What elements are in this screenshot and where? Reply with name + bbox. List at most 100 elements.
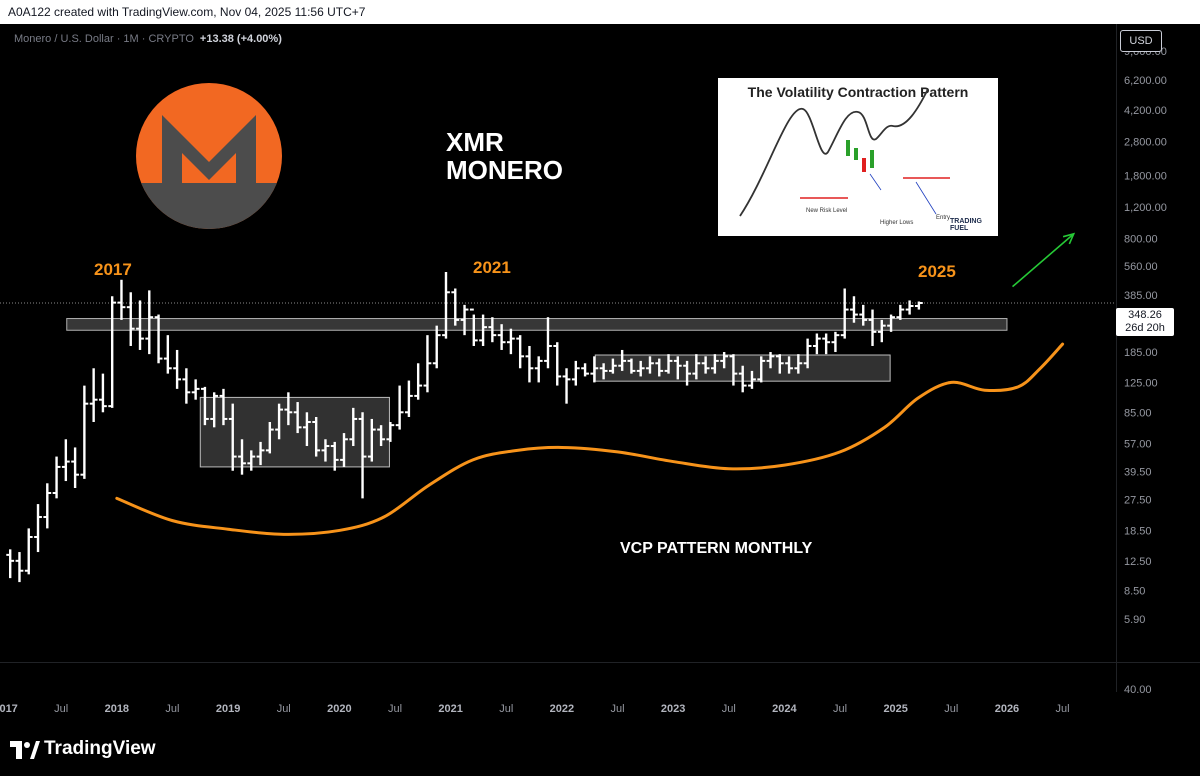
tradingview-logo-icon <box>10 741 40 759</box>
ohlc-bar <box>386 421 395 442</box>
ohlc-bar <box>812 333 821 355</box>
x-tick-label: 2026 <box>995 703 1019 715</box>
last-price: 348.26 <box>1128 309 1162 321</box>
ohlc-bar <box>284 392 293 426</box>
x-tick-label: 2024 <box>772 703 797 715</box>
ohlc-bar <box>377 425 385 447</box>
tradingview-wordmark: TradingView <box>44 738 156 759</box>
ohlc-bar <box>636 360 645 377</box>
y-tick-label: 39.50 <box>1124 467 1152 479</box>
x-tick-label: Jul <box>722 703 736 715</box>
x-tick-label: 2019 <box>216 703 240 715</box>
x-tick-label: Jul <box>165 703 179 715</box>
ohlc-bar <box>618 349 627 371</box>
ohlc-bar <box>507 328 515 355</box>
breakout-arrow <box>1011 233 1075 288</box>
vcp-diagram <box>739 88 950 217</box>
resistance-band <box>66 318 1008 331</box>
symbol-name: Monero / U.S. Dollar · 1M · CRYPTO <box>14 33 194 45</box>
ohlc-bar <box>432 325 441 369</box>
y-tick-label: 57.00 <box>1124 438 1152 450</box>
x-tick-label: Jul <box>499 703 513 715</box>
pane-divider <box>0 662 1200 663</box>
inset-note-higher-lows: Higher Lows <box>880 220 914 226</box>
title-name: MONERO <box>446 155 563 185</box>
chart-panel[interactable]: 9,000.00 6,200.00 4,200.00 2,800.00 1,800.00… <box>0 24 1200 724</box>
x-tick-label: 2020 <box>327 703 351 715</box>
ohlc-bar <box>562 368 571 404</box>
ohlc-bar <box>673 356 682 380</box>
ohlc-bar <box>219 388 228 426</box>
ohlc-bar <box>497 324 506 350</box>
x-tick-label: 2017 <box>0 703 18 715</box>
x-tick-label: Jul <box>833 703 847 715</box>
ohlc-bar <box>89 368 98 422</box>
ohlc-bar <box>405 380 413 417</box>
y-tick-label: 85.00 <box>1124 407 1152 419</box>
ohlc-bar <box>581 363 589 377</box>
ohlc-bar <box>108 296 117 408</box>
ohlc-bar <box>646 356 654 374</box>
ohlc-bar <box>534 356 543 383</box>
ohlc-bar <box>414 363 423 400</box>
ohlc-bar <box>544 317 552 369</box>
y-tick-label: 27.50 <box>1124 495 1152 507</box>
ohlc-bar <box>173 349 181 389</box>
ohlc-bar <box>479 314 487 346</box>
ohlc-bar <box>395 385 404 430</box>
footer: TradingView <box>0 724 1200 776</box>
y-tick-label: 4,200.00 <box>1124 105 1167 117</box>
year-label-2025: 2025 <box>918 262 956 281</box>
ohlc-bar <box>729 354 738 386</box>
monero-logo <box>136 83 282 229</box>
ohlc-bar <box>766 352 775 369</box>
ohlc-bar <box>358 412 367 499</box>
inset-note-entry: Entry <box>936 215 951 221</box>
ohlc-bar <box>599 363 608 380</box>
chart-title: XMR MONERO <box>446 128 563 184</box>
ohlc-bar <box>191 379 200 400</box>
ohlc-bar <box>738 365 747 393</box>
ohlc-bar <box>163 335 172 374</box>
ohlc-bar <box>905 300 914 315</box>
ohlc-bar <box>822 333 831 355</box>
ohlc-bar <box>117 279 126 320</box>
ohlc-bar <box>608 358 617 374</box>
y-tick-label: 18.50 <box>1124 525 1152 537</box>
ohlc-bar <box>293 402 302 434</box>
x-tick-label: 2018 <box>105 703 129 715</box>
ohlc-bar <box>330 441 339 471</box>
y-tick-label: 6,200.00 <box>1124 75 1167 87</box>
ohlc-bar <box>627 358 636 374</box>
ohlc-bar <box>794 354 803 374</box>
y-tick-label: 8.50 <box>1124 586 1145 598</box>
y-tick-label: 800.00 <box>1124 234 1158 246</box>
ohlc-bar <box>831 331 840 353</box>
x-tick-label: 2023 <box>661 703 685 715</box>
ohlc-bar <box>877 319 886 343</box>
ohlc-bar <box>256 441 265 466</box>
bar-countdown: 26d 20h <box>1125 322 1165 334</box>
ohlc-bar <box>914 301 923 310</box>
y-tick-label: 560.00 <box>1124 261 1158 273</box>
ohlc-bar <box>15 552 24 583</box>
ohlc-bar <box>710 354 719 374</box>
ohlc-bar <box>238 439 246 475</box>
x-tick-label: Jul <box>1056 703 1070 715</box>
ohlc-bar <box>859 304 868 326</box>
price-chart[interactable]: 9,000.006,200.004,200.002,800.001,800.00… <box>0 24 1200 724</box>
ohlc-bar <box>228 403 237 471</box>
year-label-2021: 2021 <box>473 258 511 277</box>
ohlc-bar <box>126 292 135 346</box>
ohlc-bar <box>460 304 469 336</box>
ohlc-bar <box>868 309 877 346</box>
ohlc-bar <box>896 304 905 320</box>
x-tick-label: Jul <box>388 703 402 715</box>
ohlc-bar <box>850 296 858 323</box>
ohlc-bar <box>136 300 144 350</box>
currency-button[interactable]: USD <box>1120 30 1162 52</box>
ohlc-bar <box>154 314 163 364</box>
ohlc-bar <box>71 447 79 488</box>
y-tick-label: 1,200.00 <box>1124 202 1167 214</box>
ohlc-bar <box>887 314 895 332</box>
